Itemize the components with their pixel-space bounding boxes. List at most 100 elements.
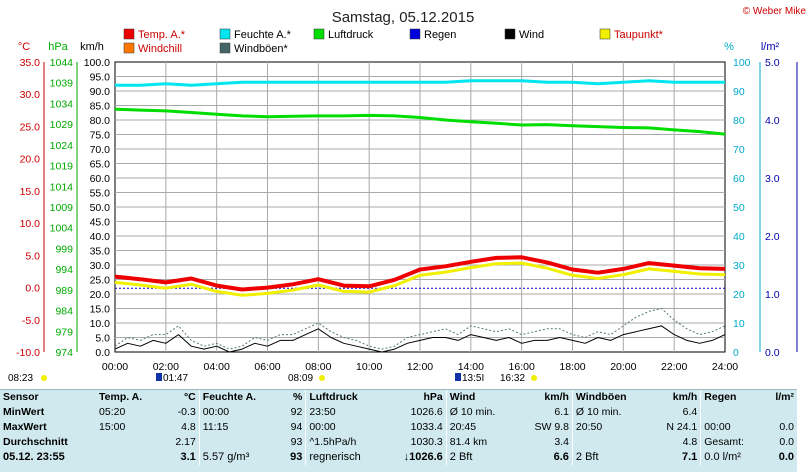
tick-pressure: 999 bbox=[55, 243, 73, 255]
th-wind-unit: km/h bbox=[516, 390, 573, 405]
legend-label: Feuchte A.* bbox=[234, 29, 292, 41]
tick-humidity: 0 bbox=[733, 347, 739, 359]
sun-icon bbox=[319, 375, 325, 381]
tick-humidity: 40 bbox=[733, 231, 745, 243]
tick-rain: 1.0 bbox=[765, 289, 780, 301]
table-cell: 00:00 bbox=[309, 421, 336, 433]
tick-x: 10:00 bbox=[356, 361, 382, 373]
tick-rain: 3.0 bbox=[765, 173, 780, 185]
axis-units: °C hPa km/h% l/m² bbox=[18, 41, 780, 53]
series-luftdruck bbox=[114, 107, 726, 136]
tick-wind: 15.0 bbox=[90, 304, 111, 316]
table-cell: 1026.6 bbox=[384, 405, 447, 420]
table-cell: 4.8 bbox=[162, 420, 200, 435]
tick-x: 24:00 bbox=[712, 361, 738, 373]
tick-rain: 0.0 bbox=[765, 347, 780, 359]
tick-temp: 5.0 bbox=[25, 250, 40, 262]
table-cell: regnerisch bbox=[309, 451, 361, 463]
tick-humidity: 60 bbox=[733, 173, 745, 185]
series-taupunkt bbox=[114, 261, 726, 297]
table-row: MaxWert 15:00 4.8 11:15 94 00:00 1033.4 … bbox=[0, 420, 797, 435]
tick-pressure: 1019 bbox=[50, 161, 74, 173]
tick-wind: 25.0 bbox=[90, 275, 111, 287]
row-label: 05.12. 23:55 bbox=[3, 451, 65, 463]
table-cell: 3.4 bbox=[516, 435, 573, 450]
row-label: MaxWert bbox=[3, 421, 47, 433]
plot-area bbox=[43, 61, 798, 353]
series-lines bbox=[114, 79, 726, 353]
row-label: MinWert bbox=[3, 406, 45, 418]
tick-wind: 10.0 bbox=[90, 318, 111, 330]
series-wind bbox=[114, 325, 726, 353]
marker-label: 01:47 bbox=[163, 373, 188, 384]
tick-x: 06:00 bbox=[254, 361, 280, 373]
table-cell: 6.6 bbox=[516, 450, 573, 465]
tick-x: 04:00 bbox=[204, 361, 230, 373]
table-cell: 0.0 bbox=[778, 451, 794, 463]
legend-swatch bbox=[219, 42, 231, 54]
th-temp-unit: °C bbox=[162, 390, 200, 405]
tick-rain: 2.0 bbox=[765, 231, 780, 243]
table-cell: 20:50 bbox=[575, 421, 603, 433]
axis-unit-pressure: hPa bbox=[48, 41, 68, 53]
table-cell: 00:00 bbox=[704, 421, 731, 433]
tick-temp: 20.0 bbox=[20, 154, 41, 166]
th-gust-unit: km/h bbox=[649, 390, 702, 405]
table-cell bbox=[701, 405, 764, 420]
table-cell: 05:20 bbox=[99, 406, 126, 418]
tick-humidity: 80 bbox=[733, 115, 745, 127]
tick-temp: 30.0 bbox=[20, 89, 41, 101]
tick-pressure: 1039 bbox=[50, 78, 74, 90]
tick-x: 16:00 bbox=[509, 361, 535, 373]
tick-x: 00:00 bbox=[102, 361, 128, 373]
row-label: Durchschnitt bbox=[3, 436, 68, 448]
table-cell: SW 9.8 bbox=[516, 420, 573, 435]
tick-x: 20:00 bbox=[610, 361, 636, 373]
table-row: 05.12. 23:55 3.1 5.57 g/m³ 93 regnerisch… bbox=[0, 450, 797, 465]
tick-rain: 4.0 bbox=[765, 115, 780, 127]
table-cell: Gesamt: bbox=[704, 436, 744, 448]
tick-x: 18:00 bbox=[559, 361, 585, 373]
table-cell: 7.1 bbox=[649, 450, 702, 465]
tick-wind: 80.0 bbox=[90, 115, 111, 127]
table-row: MinWert 05:20 -0.3 00:00 92 23:50 1026.6… bbox=[0, 405, 797, 420]
table-cell: 20:45 bbox=[449, 421, 477, 433]
tick-wind: 70.0 bbox=[90, 144, 111, 156]
legend-label: Windchill bbox=[138, 43, 182, 55]
table-cell: 4.8 bbox=[649, 435, 702, 450]
tick-humidity: 70 bbox=[733, 144, 745, 156]
table-cell: 1030.3 bbox=[384, 435, 447, 450]
tick-temp: 25.0 bbox=[20, 121, 41, 133]
th-pressure-unit: hPa bbox=[384, 390, 447, 405]
th-gust: Windböen bbox=[575, 391, 627, 403]
tick-wind: 30.0 bbox=[90, 260, 111, 272]
tick-x: 02:00 bbox=[153, 361, 179, 373]
table-cell: Ø 10 min. bbox=[575, 406, 622, 418]
table-cell bbox=[572, 435, 650, 450]
weather-chart: Samstag, 05.12.2015 © Weber Mike Temp. A… bbox=[8, 6, 807, 384]
tick-pressure: 1009 bbox=[50, 202, 74, 214]
tick-humidity: 100 bbox=[733, 57, 751, 69]
copyright-label: © Weber Mike bbox=[743, 6, 807, 17]
table-cell: -0.3 bbox=[162, 405, 200, 420]
stats-table: Sensor Temp. A. °C Feuchte A. % Luftdruc… bbox=[0, 389, 797, 472]
axis-unit-wind: km/h bbox=[80, 41, 104, 53]
table-cell: 6.4 bbox=[649, 405, 702, 420]
legend-swatch bbox=[123, 42, 135, 54]
th-wind: Wind bbox=[449, 391, 476, 403]
legend-label: Windböen* bbox=[234, 43, 289, 55]
tick-wind: 45.0 bbox=[90, 217, 111, 229]
legend-label: Wind bbox=[519, 29, 544, 41]
tick-pressure: 1024 bbox=[50, 140, 74, 152]
tick-pressure: 979 bbox=[55, 326, 73, 338]
tick-wind: 0.0 bbox=[95, 347, 110, 359]
tick-wind: 100.0 bbox=[84, 57, 110, 69]
table-cell: 15:00 bbox=[99, 421, 126, 433]
legend-label: Temp. A.* bbox=[138, 29, 186, 41]
tick-x: 22:00 bbox=[661, 361, 687, 373]
table-cell: 0.0 l/m² bbox=[704, 451, 741, 463]
tick-temp: 10.0 bbox=[20, 218, 41, 230]
table-cell: 0.0 bbox=[779, 436, 794, 448]
tick-humidity: 50 bbox=[733, 202, 745, 214]
table-row: Durchschnitt 2.17 93 ^1.5hPa/h 1030.3 81… bbox=[0, 435, 797, 450]
